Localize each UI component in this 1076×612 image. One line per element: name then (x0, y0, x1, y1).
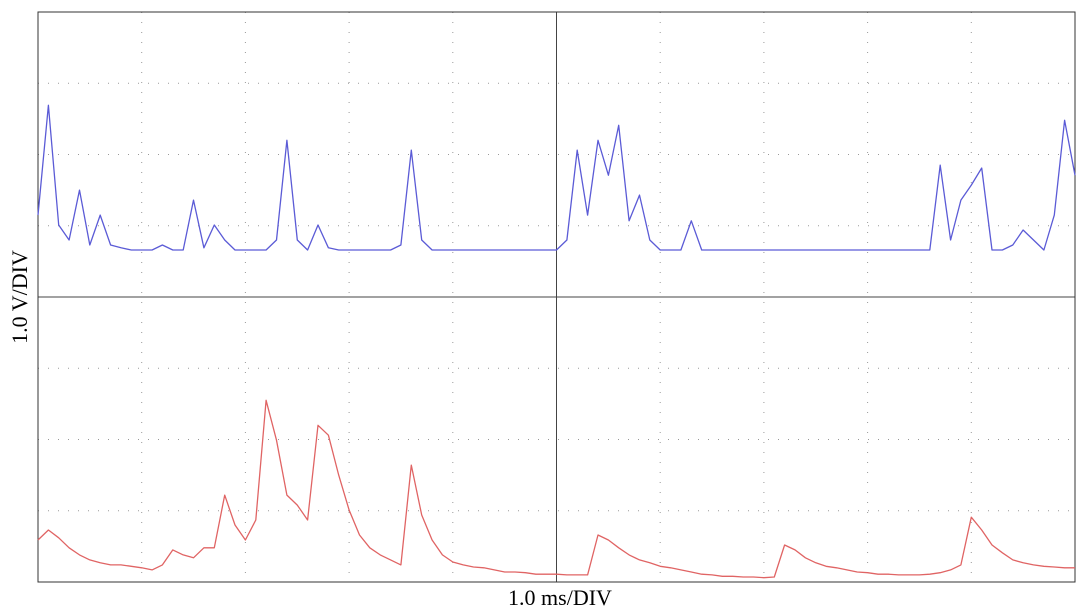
trace (37, 399, 1075, 579)
plot-frame (37, 11, 1076, 583)
x-axis-label: 1.0 ms/DIV (508, 585, 612, 610)
y-axis-label: 1.0 V/DIV (7, 250, 32, 344)
trace (37, 104, 1076, 251)
